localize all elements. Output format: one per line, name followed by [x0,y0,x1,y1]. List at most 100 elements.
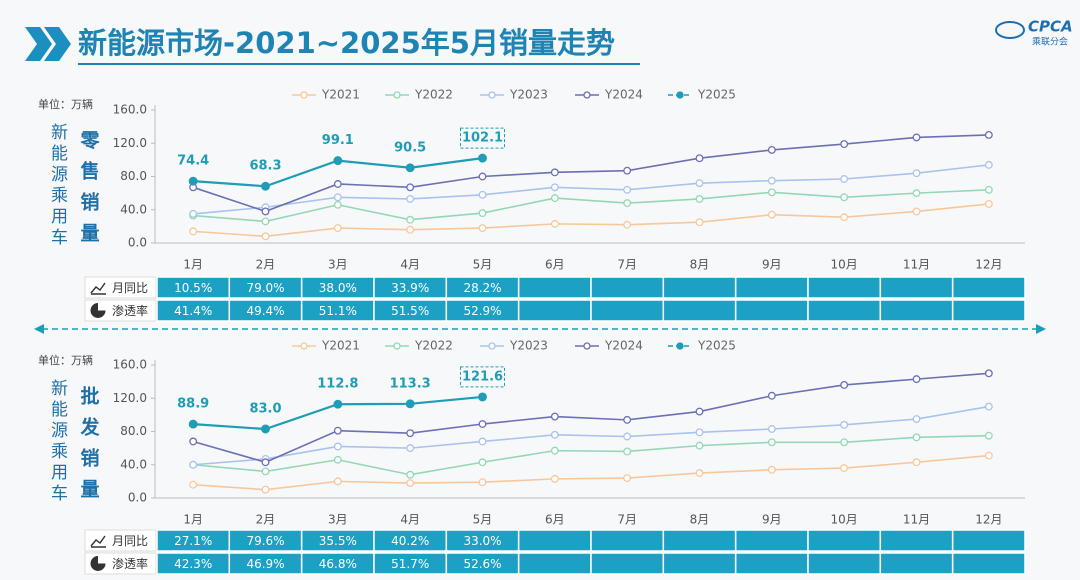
y-tick-label: 80.0 [120,424,147,438]
point [984,369,993,378]
series-line [193,189,989,223]
point [767,188,776,197]
y-tick-label: 120.0 [113,136,147,150]
point [984,160,993,169]
point [478,224,487,232]
point [623,474,632,482]
x-tick-label: 2月 [256,513,276,527]
point [261,485,270,494]
legend-marker [488,91,496,99]
point [261,207,270,216]
table-value: 10.5% [174,281,212,295]
table-cell [879,529,954,552]
legend-marker [676,91,684,99]
legend-label: Y2021 [321,339,360,353]
x-tick-label: 2月 [256,258,276,272]
point [912,458,921,467]
data-label: 83.0 [249,402,281,417]
point [840,381,849,389]
point [189,480,198,489]
legend-marker [300,91,308,99]
pie-icon [90,303,106,318]
point [478,190,487,199]
point [695,407,704,416]
table-value: 40.2% [391,534,429,548]
point [623,185,632,194]
data-label: 88.9 [177,397,209,412]
chevron [25,27,52,61]
legend-marker [300,342,308,350]
table-value: 51.5% [391,304,429,318]
x-tick-label: 10月 [831,513,858,527]
point [767,210,776,219]
point [406,183,415,192]
data-label: 113.3 [390,376,431,391]
data-label: 121.6 [462,369,503,384]
legend-label: Y2022 [414,339,453,353]
point [550,474,559,483]
chart-label: 零售销量 [78,130,101,254]
point [912,433,921,442]
divider-arrow [1036,324,1046,334]
point [550,168,559,177]
y-tick-label: 160.0 [113,103,147,117]
point [623,220,632,229]
point [333,455,342,464]
point [840,213,849,222]
data-label: 99.1 [322,133,354,148]
legend-label: Y2022 [414,88,453,102]
table-cell [734,276,809,299]
x-tick-label: 7月 [617,513,637,527]
point [840,193,849,202]
logo-text: CPCA [1028,18,1073,36]
table-value: 35.5% [319,534,357,548]
point [406,215,415,224]
legend-label: Y2025 [697,88,736,102]
point [261,217,270,226]
point [695,179,704,188]
point [912,415,921,423]
table-cell [662,529,737,552]
data-label: 74.4 [177,154,209,169]
legend-marker [583,91,591,99]
point [478,172,487,181]
x-tick-label: 5月 [473,258,493,272]
x-tick-label: 12月 [975,258,1002,272]
point [767,438,776,447]
table-value: 51.1% [319,304,357,318]
point [406,444,415,453]
y-tick-label: 160.0 [113,358,147,372]
legend-label: Y2024 [604,339,643,353]
chart-label: 批发销量 [78,386,101,510]
point [189,437,198,446]
table-cell [662,276,737,299]
table-value: 38.0% [319,281,357,295]
chevron [44,27,71,61]
x-tick-label: 4月 [400,258,420,272]
x-tick-label: 6月 [545,513,565,527]
data-label: 90.5 [394,140,426,155]
table-value: 27.1% [174,534,212,548]
point [767,176,776,185]
point [695,469,704,478]
point [695,441,704,450]
x-tick-label: 12月 [975,513,1002,527]
x-tick-label: 6月 [545,258,565,272]
point [478,209,487,218]
table-value: 46.8% [319,557,357,571]
point [405,163,415,173]
point [767,425,776,433]
unit-label: 单位：万辆 [38,353,93,367]
table-cell [662,552,737,575]
page-title: 新能源市场-2021~2025年5月销量走势 [78,26,615,60]
table-cell [517,276,592,299]
point [623,166,632,175]
table-value: 41.4% [174,304,212,318]
point [767,465,776,474]
table-value: 46.9% [246,557,284,571]
table-cell [951,276,1026,299]
point [984,199,993,208]
point [912,169,921,178]
legend-marker [393,342,401,350]
